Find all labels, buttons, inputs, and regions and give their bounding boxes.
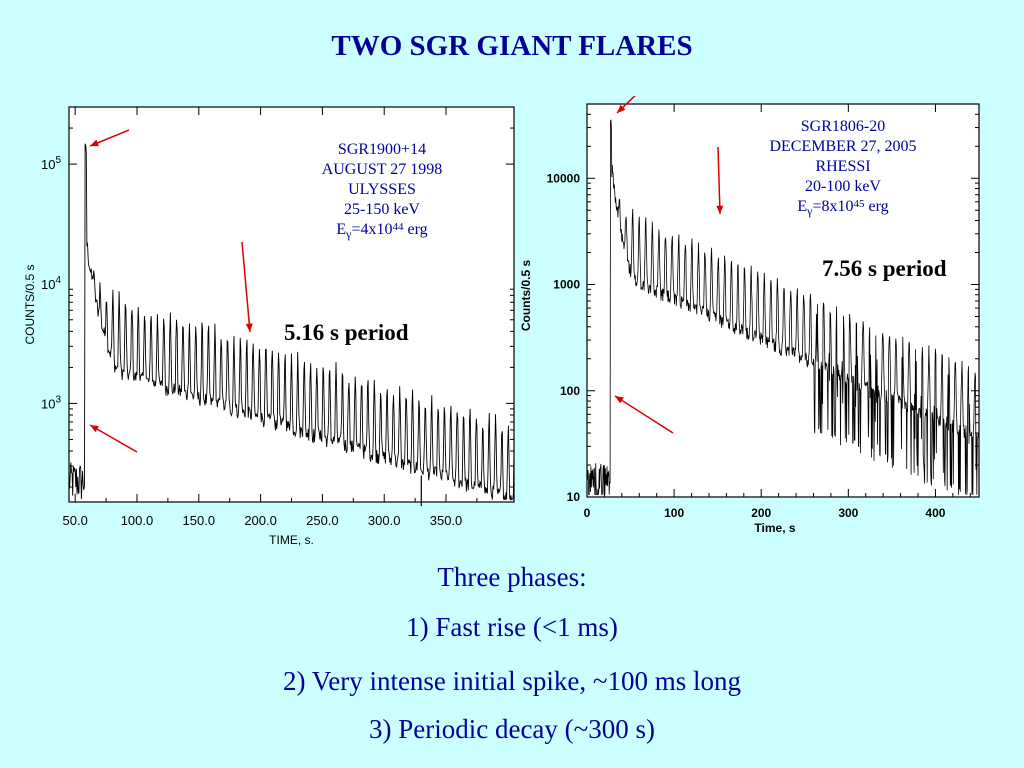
- y-tick-label: 103: [41, 394, 61, 411]
- sgr1900-period-label: 5.16 s period: [284, 320, 409, 345]
- x-tick-label: 200: [751, 506, 771, 520]
- x-tick-label: 0: [584, 506, 591, 520]
- sgr1900-info-line: 25-150 keV: [344, 201, 420, 218]
- phase-item-2: 2) Very intense initial spike, ~100 ms l…: [282, 666, 742, 696]
- energy-symbol: E: [336, 221, 347, 238]
- energy-unit: erg: [864, 198, 889, 215]
- y-tick-label: 10: [567, 490, 581, 504]
- sgr1806-period-label: 7.56 s period: [822, 256, 947, 281]
- sgr1806-series-line: [586, 119, 980, 496]
- sgr1806-energy-line: Eγ=8x1045 erg: [741, 197, 945, 221]
- sgr1806-info-line: DECEMBER 27, 2005: [769, 138, 917, 155]
- sgr1900-info-line: AUGUST 27 1998: [321, 161, 443, 178]
- y-tick-label: 10000: [547, 171, 581, 185]
- red-arrowhead: [716, 205, 724, 214]
- phase-item-1: 1) Fast rise (<1 ms): [406, 612, 618, 642]
- sgr1900-info-line: ULYSSES: [348, 181, 416, 198]
- y-tick-label: 105: [41, 155, 61, 172]
- red-arrow: [241, 241, 251, 333]
- phase-item-3: 3) Periodic decay (~300 s): [368, 714, 656, 744]
- x-tick-label: 400: [925, 506, 945, 520]
- red-arrow: [89, 424, 138, 453]
- x-axis-label: Time, s: [754, 521, 795, 535]
- y-tick-label: 104: [41, 275, 61, 292]
- energy-value: =4x10: [351, 221, 393, 238]
- phases-heading: Three phases:: [437, 562, 587, 592]
- sgr1900-info-box: SGR1900+14 AUGUST 27 1998 ULYSSES 25-150…: [297, 136, 467, 268]
- sgr1900-energy-line: Eγ=4x1044 erg: [297, 220, 467, 244]
- sgr1900-info-line: SGR1900+14: [337, 141, 427, 158]
- slide-title: TWO SGR GIANT FLARES: [331, 30, 693, 62]
- sgr1806-info-line: 20-100 keV: [805, 178, 881, 195]
- energy-subscript: γ: [346, 227, 352, 242]
- x-tick-label: 200.0: [244, 513, 277, 528]
- energy-symbol: E: [797, 198, 808, 215]
- energy-unit: erg: [403, 221, 428, 238]
- x-tick-label: 250.0: [306, 513, 339, 528]
- x-tick-label: 150.0: [183, 513, 216, 528]
- x-axis-label: TIME, s.: [269, 533, 314, 547]
- y-axis-label: Counts/0.5 s: [519, 260, 533, 332]
- red-arrow: [614, 395, 674, 434]
- red-arrowhead: [90, 425, 99, 433]
- x-tick-label: 50.0: [63, 513, 88, 528]
- sgr1806-info-line: RHESSI: [815, 158, 871, 175]
- sgr1806-info-line: SGR1806-20: [800, 118, 886, 135]
- y-axis-label: COUNTS/0.5 s: [23, 264, 37, 344]
- x-tick-label: 300: [838, 506, 858, 520]
- x-tick-label: 350.0: [430, 513, 463, 528]
- x-tick-label: 100: [664, 506, 684, 520]
- red-arrow: [717, 146, 721, 215]
- sgr1806-info-box: SGR1806-20 DECEMBER 27, 2005 RHESSI 20-1…: [741, 113, 945, 243]
- energy-exponent: 45: [853, 198, 865, 210]
- energy-exponent: 44: [392, 221, 404, 233]
- x-tick-label: 100.0: [121, 513, 154, 528]
- y-tick-label: 1000: [553, 278, 580, 292]
- x-tick-label: 300.0: [368, 513, 401, 528]
- red-arrowhead: [617, 104, 626, 113]
- red-arrowhead: [245, 323, 253, 332]
- red-arrowhead: [615, 396, 624, 404]
- red-arrowhead: [90, 139, 99, 147]
- energy-subscript: γ: [807, 204, 813, 219]
- y-tick-label: 100: [560, 384, 580, 398]
- energy-value: =8x10: [812, 198, 854, 215]
- sgr1900-series-line: [68, 142, 515, 502]
